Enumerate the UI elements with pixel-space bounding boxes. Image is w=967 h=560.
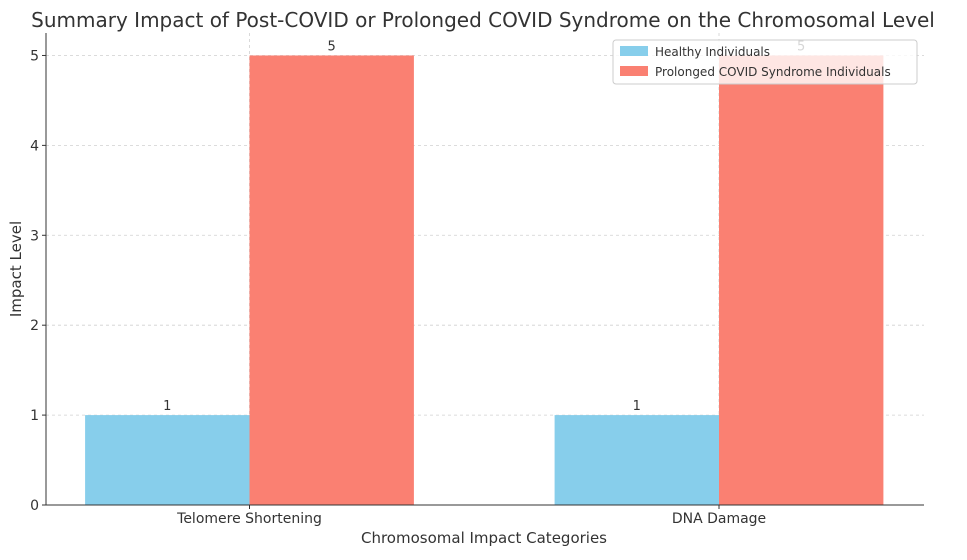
y-axis-label: Impact Level xyxy=(7,221,25,317)
legend-label: Prolonged COVID Syndrome Individuals xyxy=(655,65,891,79)
legend-swatch xyxy=(620,66,648,76)
y-tick-label: 3 xyxy=(30,228,39,244)
y-tick-label: 4 xyxy=(30,138,39,154)
axes: 0 1 2 3 4 5 Telomere Shortening DNA Damage xyxy=(30,33,924,527)
bar xyxy=(554,415,719,505)
chart-title: Summary Impact of Post-COVID or Prolonge… xyxy=(31,8,935,32)
legend-box xyxy=(612,39,918,85)
y-tick-label: 0 xyxy=(30,498,39,514)
y-tick-label: 5 xyxy=(30,48,39,64)
bar xyxy=(719,55,884,505)
x-tick-label: Telomere Shortening xyxy=(176,511,322,527)
y-tick-label: 1 xyxy=(30,408,39,424)
bar-value-label: 5 xyxy=(328,39,336,54)
bar-value-label: 1 xyxy=(163,399,171,414)
bar xyxy=(85,415,250,505)
x-axis-label: Chromosomal Impact Categories xyxy=(361,529,607,547)
bar-value-label: 1 xyxy=(633,399,641,414)
x-tick-label: DNA Damage xyxy=(672,511,766,527)
bar xyxy=(249,55,414,505)
legend: Healthy Individuals Prolonged COVID Syndr… xyxy=(612,39,918,85)
legend-label: Healthy Individuals xyxy=(655,45,770,59)
legend-swatch xyxy=(620,46,648,56)
y-tick-label: 2 xyxy=(30,318,39,334)
bars xyxy=(85,55,884,505)
